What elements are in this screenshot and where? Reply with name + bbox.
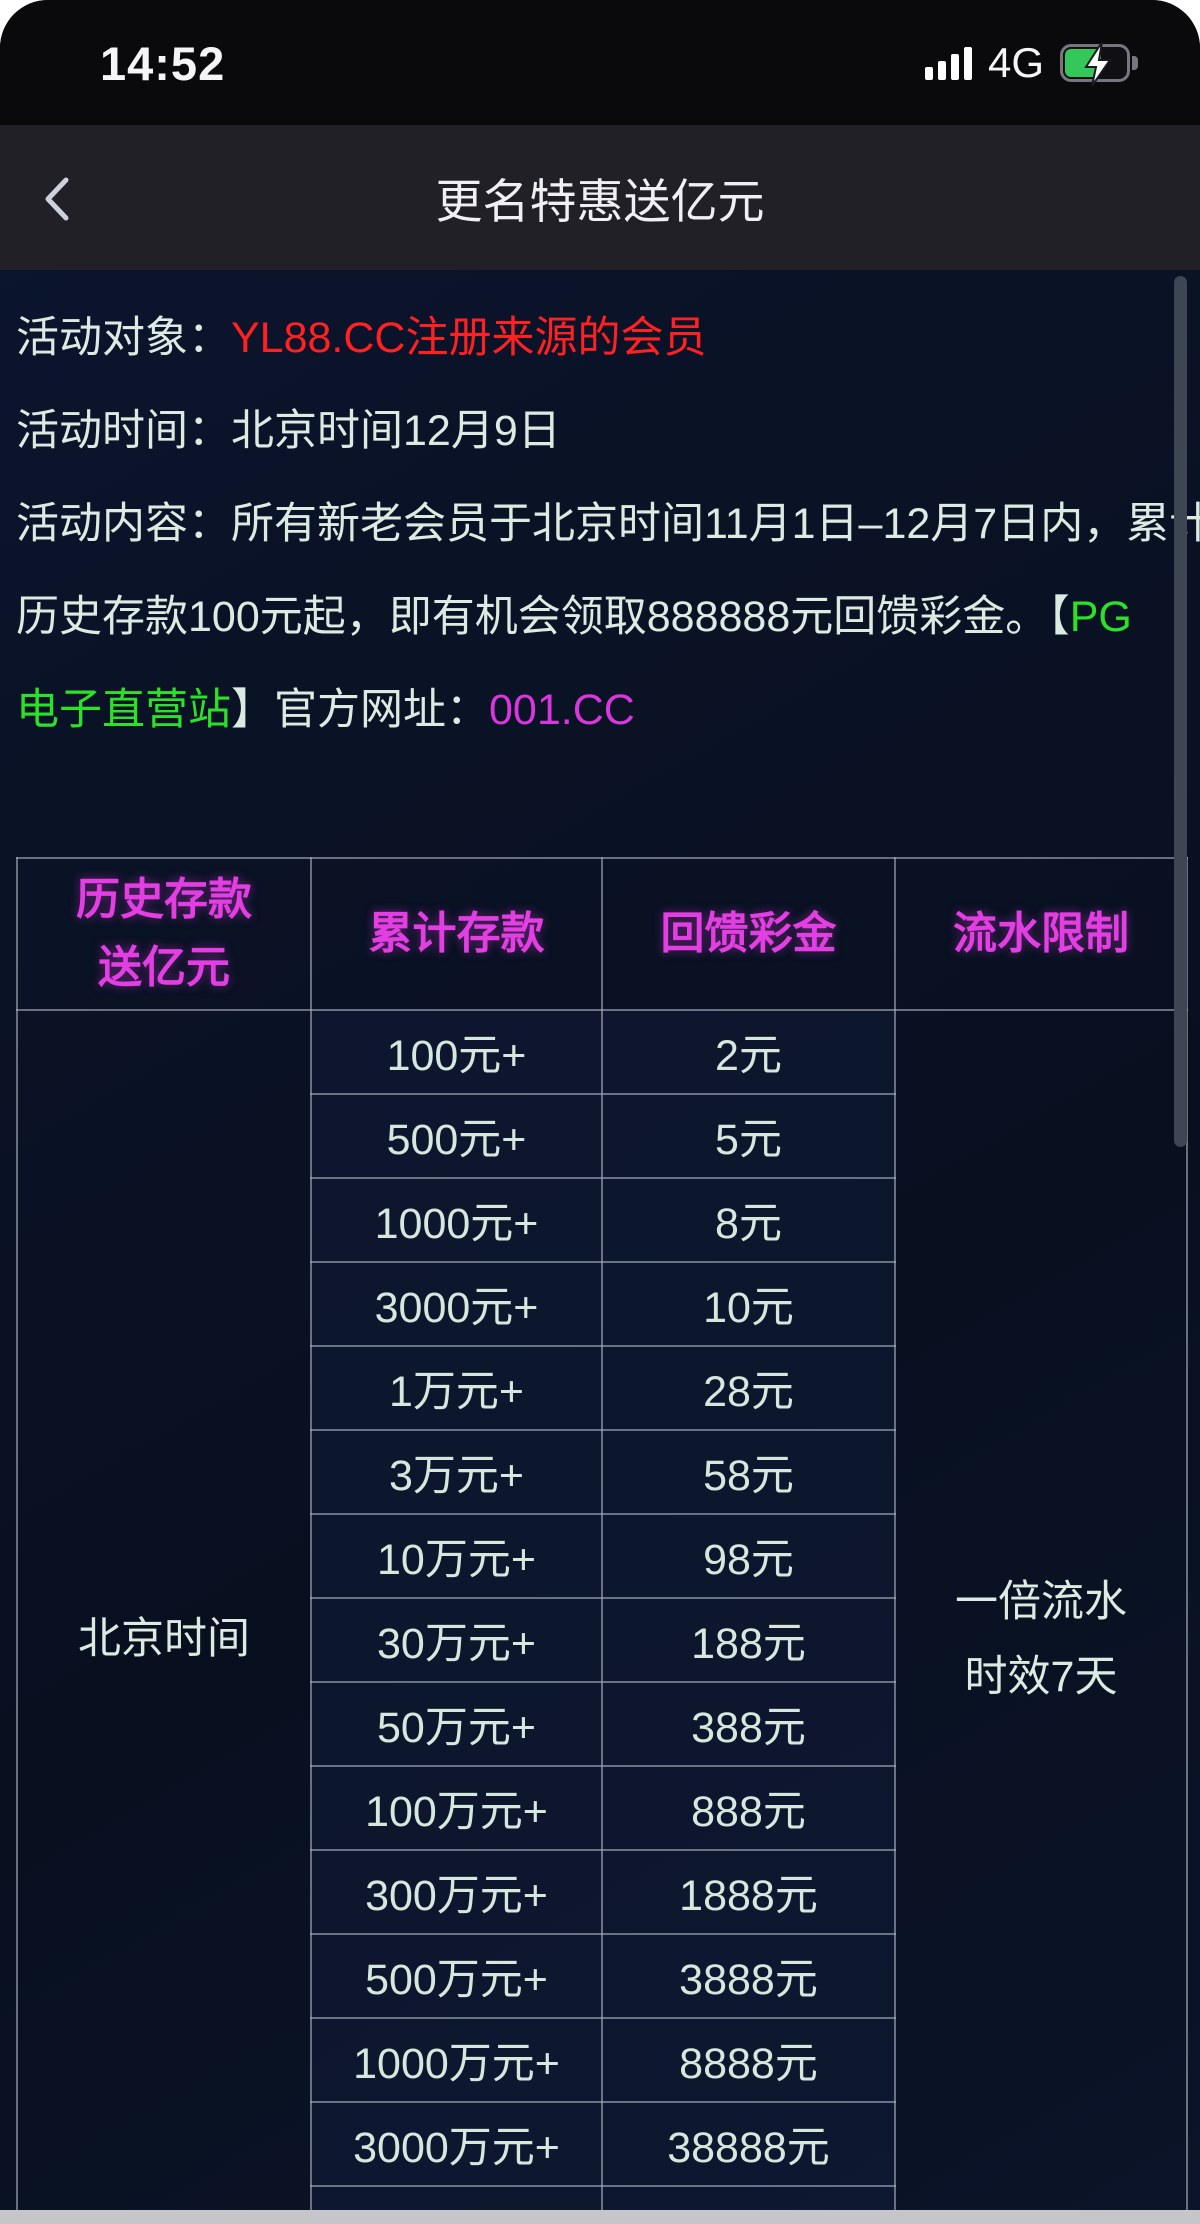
promo-detail-line-3: 电子直营站】官方网址：001.CC [16,664,1184,757]
battery-nub [1132,55,1138,70]
cell-bonus: 2元 [601,1009,896,1095]
table-row: 500万元+ 3888元 [17,1933,1187,2019]
cell-deposit: 3000元+ [310,1261,603,1347]
cell-wager-limit: 一倍流水 时效7天 [894,1009,1188,2224]
wager-limit-line2: 时效7天 [964,1653,1118,1701]
status-bar-right: 4G [924,0,1138,125]
cell-deposit: 1000元+ [310,1177,603,1263]
cell-bonus: 188元 [601,1597,896,1683]
cell-bonus: 888元 [601,1765,896,1851]
table-row: 北京时间 100元+ 2元 一倍流水 时效7天 [16,1009,1188,2224]
nav-bar: 更名特惠送亿元 [0,125,1200,270]
table-row: 300万元+ 1888元 [17,1849,1187,1935]
header-rebate-bonus: 回馈彩金 [601,857,896,1011]
cell-deposit: 10万元+ [310,1513,603,1599]
table-row: 100万元+ 888元 [17,1765,1187,1851]
clock-time: 14:52 [100,37,226,90]
cell-deposit: 3000万元+ [310,2101,603,2187]
table-row: 50万元+ 388元 [17,1681,1187,1767]
page-content: 活动对象：YL88.CC注册来源的会员 活动时间：北京时间12月9日 活动内容：… [0,270,1200,2224]
cell-deposit: 100元+ [310,1009,603,1095]
promo-target-line: 活动对象：YL88.CC注册来源的会员 [16,292,1184,385]
cell-bonus: 1888元 [601,1849,896,1935]
promo-detail-line-2: 历史存款100元起，即有机会领取888888元回馈彩金。【PG [16,571,1184,664]
promo-detail-line-1: 活动内容：所有新老会员于北京时间11月1日–12月7日内，累计 [16,500,1200,548]
cell-time-scope: 北京时间 [16,1009,312,2224]
cell-deposit: 500万元+ [310,1933,603,2019]
status-bar: 14:52 4G [0,0,1200,125]
cell-deposit: 30万元+ [310,1597,603,1683]
cell-deposit: 1万元+ [310,1345,603,1431]
table-row: 1000万元+ 8888元 [17,2017,1187,2103]
promo-time-line: 活动时间：北京时间12月9日 [16,407,561,455]
back-button[interactable] [36,175,80,223]
cell-deposit: 50万元+ [310,1681,603,1767]
network-type-label: 4G [987,38,1044,86]
charging-bolt-icon [1084,40,1112,87]
promo-target-value: YL88.CC注册来源的会员 [231,314,707,362]
table-row: 1万元+ 28元 [17,1345,1187,1431]
table-row: 10万元+ 98元 [17,1513,1187,1599]
table-header-row: 历史存款 送亿元 累计存款 回馈彩金 流水限制 [16,857,1188,1011]
header-cumulative-deposit: 累计存款 [310,857,603,1011]
table-row: 3万元+ 58元 [17,1429,1187,1515]
promo-brand-part-1: PG [1069,593,1132,641]
table-row: 500元+ 5元 [17,1093,1187,1179]
cell-bonus: 28元 [601,1345,896,1431]
cell-bonus: 5元 [601,1093,896,1179]
table-row: 3000万元+ 38888元 [17,2101,1187,2187]
promo-text: 活动对象：YL88.CC注册来源的会员 活动时间：北京时间12月9日 活动内容：… [0,270,1200,757]
cellular-signal-icon [924,46,972,80]
promo-url-label: 】官方网址： [231,686,489,734]
promo-detail-2-white: 历史存款100元起，即有机会领取888888元回馈彩金。【 [16,593,1070,641]
cell-bonus: 38888元 [601,2101,896,2187]
cell-bonus: 3888元 [601,1933,896,2019]
promo-brand-part-2: 电子直营站 [16,686,231,734]
cell-bonus: 10元 [601,1261,896,1347]
cell-deposit: 3万元+ [310,1429,603,1515]
page-title: 更名特惠送亿元 [435,175,765,228]
wager-limit-line1: 一倍流水 [955,1577,1127,1626]
cell-bonus: 388元 [601,1681,896,1767]
table-row: 30万元+ 188元 [17,1597,1187,1683]
cell-bonus: 8888元 [601,2017,896,2103]
header-wager-limit: 流水限制 [894,857,1188,1011]
cell-bonus: 58元 [601,1429,896,1515]
header-history-deposit: 历史存款 送亿元 [16,857,312,1011]
table-row: 3000元+ 10元 [17,1261,1187,1347]
battery-charging-icon [1060,40,1138,87]
official-site-link[interactable]: 001.CC [489,686,635,734]
cell-bonus: 98元 [601,1513,896,1599]
cell-deposit: 500元+ [310,1093,603,1179]
table-row: 1000元+ 8元 [17,1177,1187,1263]
cell-bonus: 8元 [601,1177,896,1263]
cell-deposit: 300万元+ [310,1849,603,1935]
cell-deposit: 1000万元+ [310,2017,603,2103]
bonus-tiers-table: 历史存款 送亿元 累计存款 回馈彩金 流水限制 北京时间 100元+ 2元 一倍… [16,857,1188,2224]
cell-deposit: 100万元+ [310,1765,603,1851]
header-history-deposit-line2: 送亿元 [98,943,230,992]
header-history-deposit-line1: 历史存款 [76,874,252,924]
bottom-home-bar [0,2210,1200,2224]
scrollbar-thumb[interactable] [1174,276,1187,1147]
promo-target-label: 活动对象： [16,314,231,362]
